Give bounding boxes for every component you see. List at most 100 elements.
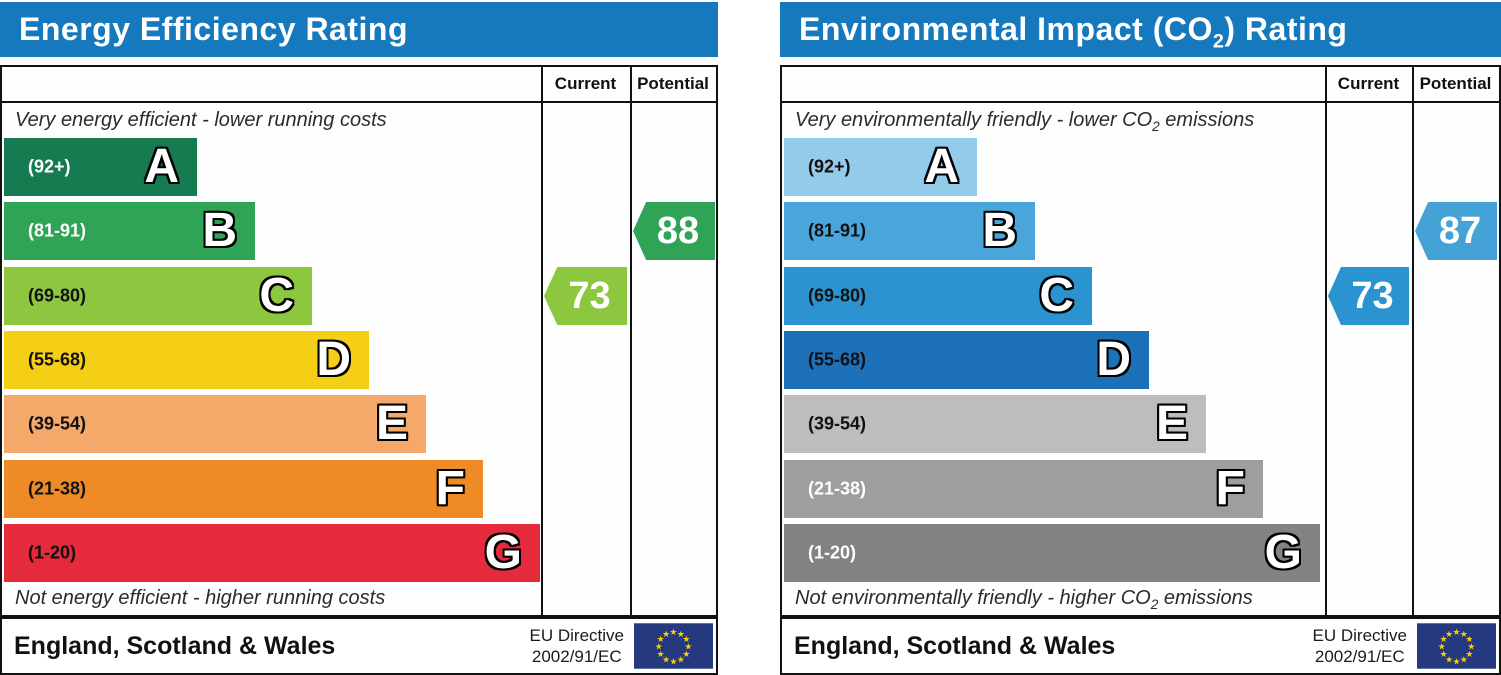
bottom-note: Not environmentally friendly - higher CO… — [795, 587, 1253, 612]
title-text-post: ) Rating — [1224, 11, 1348, 47]
energy-footer: England, Scotland & Wales EU Directive 2… — [0, 617, 718, 675]
svg-text:★: ★ — [657, 635, 665, 645]
svg-text:★: ★ — [1467, 643, 1475, 653]
environmental-chart-title: Environmental Impact (CO2) Rating — [780, 2, 1501, 69]
top-note: Very environmentally friendly - lower CO… — [795, 109, 1255, 134]
band-b: (81-91) B — [4, 202, 255, 260]
band-c-letter: C — [1039, 269, 1074, 322]
current-column-divider — [1325, 67, 1327, 615]
band-d-range: (55-68) — [28, 349, 87, 370]
band-g: (1-20) G — [4, 524, 540, 582]
svg-text:★: ★ — [1445, 630, 1453, 640]
band-a: (92+) A — [784, 138, 977, 196]
band-e-letter: E — [1155, 397, 1188, 450]
band-b-letter: B — [202, 204, 237, 257]
potential-column-header: Potential — [1419, 74, 1492, 93]
band-d: (55-68) D — [4, 331, 369, 389]
svg-text:★: ★ — [670, 628, 678, 638]
svg-text:★: ★ — [657, 650, 665, 660]
environmental-impact-chart: Environmental Impact (CO2) Rating Curren… — [780, 0, 1501, 675]
band-e-range: (39-54) — [28, 413, 87, 434]
band-e-range: (39-54) — [808, 413, 867, 434]
svg-text:★: ★ — [682, 635, 690, 645]
current-rating-arrow: 73 — [544, 267, 627, 325]
environmental-rating-table: Current Potential Very environmentally f… — [780, 65, 1501, 617]
band-c-range: (69-80) — [808, 285, 867, 306]
eu-directive-label: EU Directive 2002/91/EC — [1312, 626, 1407, 666]
band-d-letter: D — [1096, 333, 1131, 386]
svg-text:★: ★ — [1460, 655, 1468, 665]
band-b-letter: B — [982, 204, 1017, 257]
bottom-note: Not energy efficient - higher running co… — [15, 587, 386, 609]
current-rating-value: 73 — [1351, 274, 1394, 317]
top-note: Very energy efficient - lower running co… — [15, 109, 387, 131]
band-f-range: (21-38) — [808, 478, 867, 499]
potential-column-divider — [630, 67, 632, 615]
potential-column-header: Potential — [637, 74, 709, 93]
svg-text:★: ★ — [662, 655, 670, 665]
band-f-letter: F — [435, 462, 465, 515]
svg-text:★: ★ — [1445, 655, 1453, 665]
band-e-letter: E — [375, 397, 408, 450]
title-text: Energy Efficiency Rating — [19, 11, 408, 47]
region-label: England, Scotland & Wales — [794, 632, 1116, 660]
energy-chart-title: Energy Efficiency Rating — [0, 2, 718, 69]
energy-title-bar: Energy Efficiency Rating — [0, 2, 718, 57]
band-b-range: (81-91) — [28, 220, 87, 241]
band-g-letter: G — [484, 526, 522, 579]
band-d-letter: D — [316, 333, 351, 386]
band-g-letter: G — [1264, 526, 1302, 579]
band-a-range: (92+) — [28, 156, 71, 177]
svg-text:★: ★ — [1440, 635, 1448, 645]
band-e: (39-54) E — [784, 395, 1206, 453]
potential-rating-value: 87 — [1438, 209, 1482, 252]
band-f-range: (21-38) — [28, 478, 87, 499]
current-column-header: Current — [554, 74, 617, 93]
band-a: (92+) A — [4, 138, 197, 196]
band-c: (69-80) C — [4, 267, 312, 325]
current-rating-value: 73 — [568, 274, 611, 317]
svg-text:★: ★ — [682, 650, 690, 660]
band-b-range: (81-91) — [808, 220, 867, 241]
svg-text:★: ★ — [1465, 635, 1473, 645]
svg-text:★: ★ — [677, 630, 685, 640]
header-row-divider — [2, 101, 716, 103]
band-a-range: (92+) — [808, 156, 851, 177]
current-rating-arrow: 73 — [1328, 267, 1409, 325]
svg-text:★: ★ — [670, 657, 678, 667]
region-label: England, Scotland & Wales — [14, 632, 336, 660]
band-g-range: (1-20) — [808, 542, 857, 563]
band-g-range: (1-20) — [28, 542, 77, 563]
eu-flag-icon: ★ ★★ ★★★ ★★★ ★★★ — [634, 623, 713, 669]
current-column-divider — [541, 67, 543, 615]
potential-rating-arrow: 88 — [633, 202, 715, 260]
energy-efficiency-chart: Energy Efficiency Rating Current Potenti… — [0, 0, 718, 675]
eu-directive-label: EU Directive 2002/91/EC — [529, 626, 624, 666]
environmental-footer: England, Scotland & Wales EU Directive 2… — [780, 617, 1501, 675]
svg-text:★: ★ — [1460, 630, 1468, 640]
band-a-letter: A — [144, 140, 179, 193]
title-subscript: 2 — [1212, 30, 1225, 53]
potential-rating-value: 88 — [656, 209, 700, 252]
band-d: (55-68) D — [784, 331, 1149, 389]
band-c-letter: C — [259, 269, 294, 322]
header-row-divider — [782, 101, 1499, 103]
band-f: (21-38) F — [784, 460, 1263, 518]
svg-text:★: ★ — [1453, 628, 1461, 638]
svg-text:★: ★ — [684, 643, 692, 653]
environmental-title-bar: Environmental Impact (CO2) Rating — [780, 2, 1501, 57]
band-b: (81-91) B — [784, 202, 1035, 260]
band-f: (21-38) F — [4, 460, 483, 518]
svg-text:★: ★ — [655, 643, 663, 653]
eu-flag-icon: ★ ★★ ★★★ ★★★ ★★★ — [1417, 623, 1496, 669]
svg-text:★: ★ — [1465, 650, 1473, 660]
svg-text:★: ★ — [1438, 643, 1446, 653]
current-column-header: Current — [1337, 74, 1400, 93]
svg-text:★: ★ — [662, 630, 670, 640]
svg-text:★: ★ — [1453, 657, 1461, 667]
svg-text:★: ★ — [677, 655, 685, 665]
svg-text:★: ★ — [1440, 650, 1448, 660]
band-g: (1-20) G — [784, 524, 1320, 582]
potential-column-divider — [1412, 67, 1414, 615]
